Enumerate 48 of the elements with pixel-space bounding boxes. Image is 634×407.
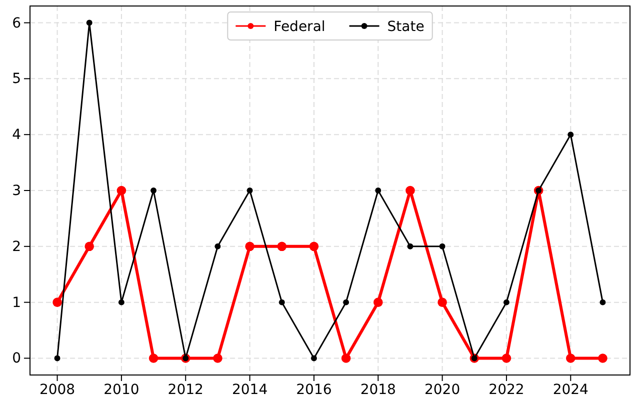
point — [213, 354, 222, 363]
point — [600, 299, 606, 306]
y-tick-label: 4 — [12, 127, 22, 144]
y-tick-label: 1 — [12, 294, 21, 311]
x-tick-label: 2014 — [232, 382, 268, 398]
point — [438, 298, 447, 307]
point — [245, 242, 254, 252]
legend-label: Federal — [274, 19, 326, 35]
x-tick-label: 2008 — [39, 382, 76, 398]
x-tick-label: 2022 — [488, 382, 524, 398]
point — [341, 354, 351, 363]
y-tick-label: 5 — [12, 71, 21, 88]
point — [568, 132, 574, 138]
x-tick-label: 2016 — [296, 382, 332, 398]
x-tick-label: 2010 — [104, 382, 140, 398]
point — [148, 354, 158, 363]
point — [503, 299, 510, 306]
point — [439, 243, 446, 250]
point — [150, 188, 157, 194]
point — [406, 186, 415, 196]
point — [116, 186, 126, 196]
point — [375, 188, 382, 194]
y-tick-label: 3 — [12, 182, 21, 199]
point — [277, 242, 287, 252]
point — [54, 355, 60, 362]
y-tick-label: 6 — [12, 15, 22, 32]
point — [246, 188, 253, 194]
point — [407, 243, 414, 250]
y-tick-label: 0 — [12, 350, 21, 367]
y-tick-label: 2 — [12, 238, 21, 255]
x-tick-label: 2012 — [168, 382, 204, 398]
x-tick-label: 2024 — [552, 382, 589, 398]
point — [310, 355, 317, 362]
point — [86, 20, 92, 26]
x-tick-label: 2020 — [424, 382, 460, 398]
point — [566, 354, 576, 363]
point — [309, 242, 319, 252]
point — [343, 299, 350, 306]
point — [278, 299, 285, 306]
point — [598, 354, 608, 363]
legend-label: State — [387, 19, 424, 35]
point — [502, 354, 512, 363]
point — [373, 298, 383, 307]
point — [84, 242, 94, 252]
point — [52, 298, 62, 307]
point — [214, 243, 221, 250]
point — [118, 299, 124, 306]
x-tick-label: 2018 — [360, 382, 396, 398]
